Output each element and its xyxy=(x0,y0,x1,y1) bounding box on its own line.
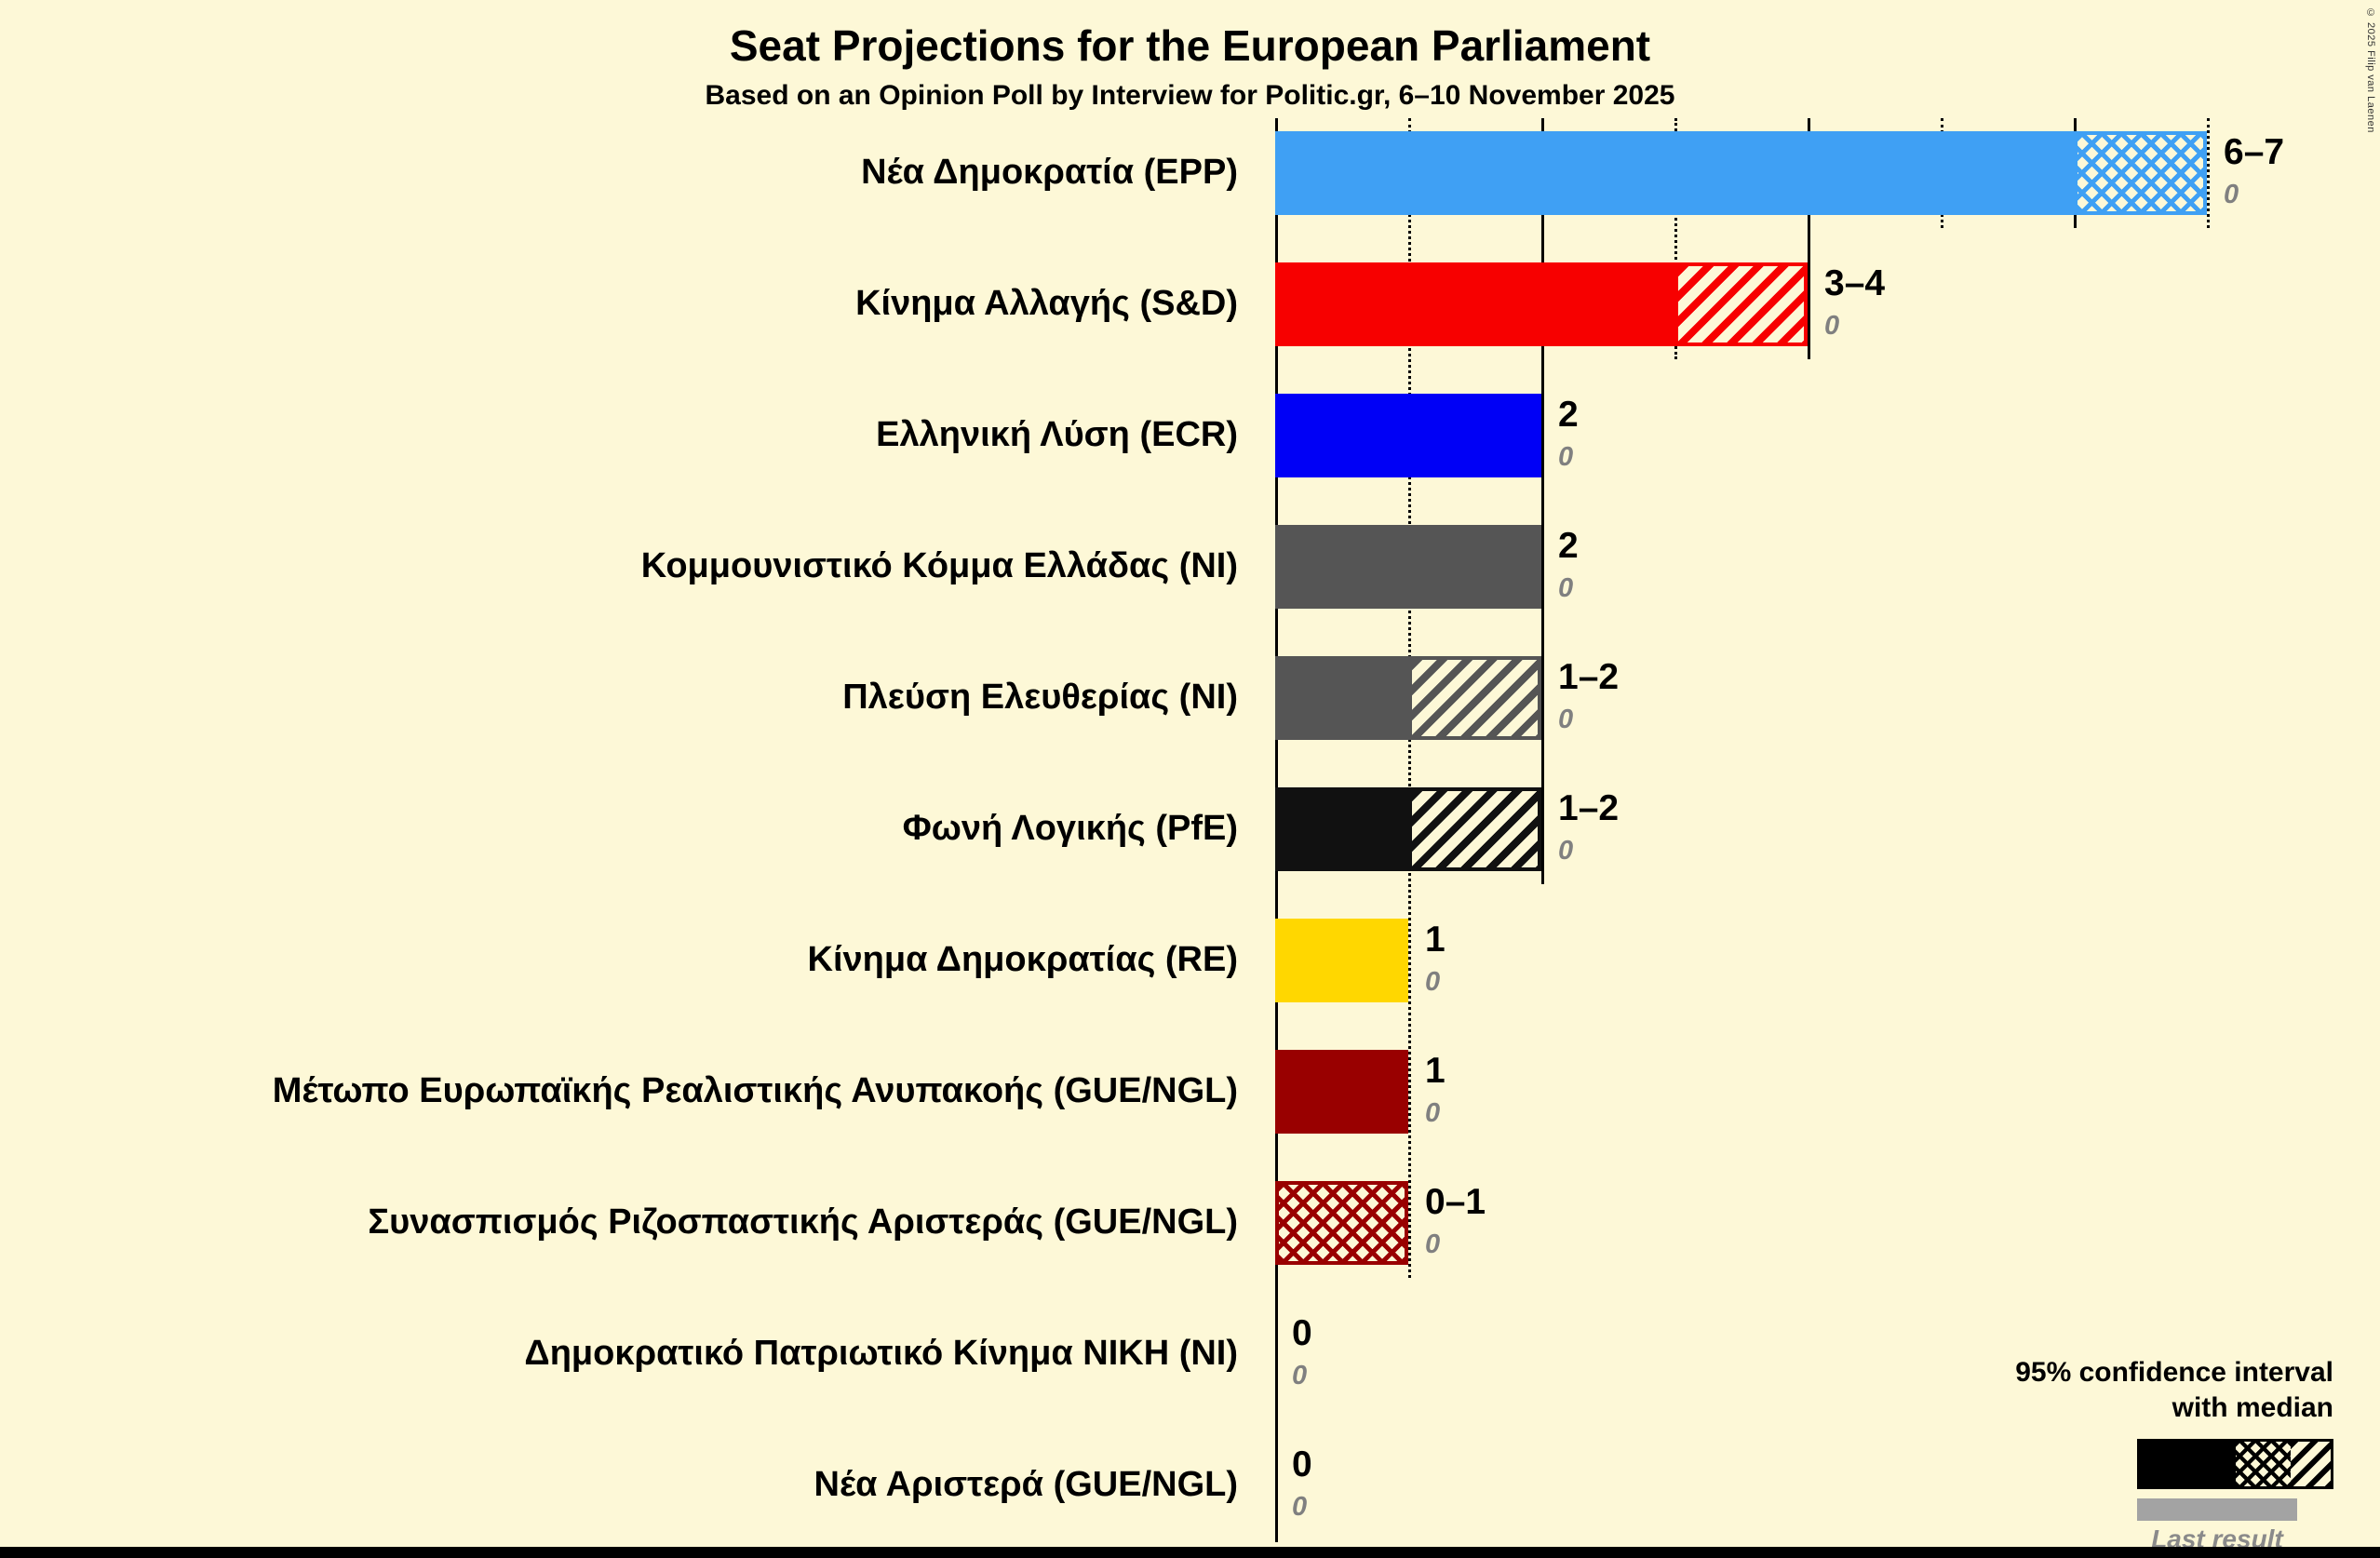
last-result-value: 0 xyxy=(1292,1492,1308,1522)
party-row: Νέα Αριστερά (GUE/NGL) 0 0 xyxy=(0,1444,2380,1558)
gridline-seat-7 xyxy=(2207,118,2210,228)
bar-confidence-hatch xyxy=(1408,656,1541,740)
chart-subtitle: Based on an Opinion Poll by Interview fo… xyxy=(705,80,1675,111)
bar-median-solid xyxy=(1275,656,1408,740)
ci-value-label: 2 xyxy=(1558,395,1579,435)
party-row: Κίνημα Αλλαγής (S&D) 3–4 0 xyxy=(0,262,2380,394)
gridline-seat-3 xyxy=(1674,118,1677,359)
last-result-value: 0 xyxy=(1824,311,1840,341)
legend-solid-segment xyxy=(2140,1442,2236,1486)
bar-median-solid xyxy=(1275,394,1541,477)
bar-median-solid xyxy=(1275,525,1541,609)
ci-value-label: 0 xyxy=(1292,1444,1312,1484)
bar-confidence-hatch xyxy=(1275,1181,1408,1265)
party-row: Κομμουνιστικό Κόμμα Ελλάδας (NI) 2 0 xyxy=(0,525,2380,656)
party-label: Νέα Δημοκρατία (EPP) xyxy=(861,153,1238,192)
legend-median-label: with median xyxy=(2172,1392,2333,1423)
party-row: Πλεύση Ελευθερίας (NI) 1–2 0 xyxy=(0,656,2380,787)
party-row: Κίνημα Δημοκρατίας (RE) 1 0 xyxy=(0,919,2380,1050)
last-result-value: 0 xyxy=(1425,1229,1441,1259)
party-row: Μέτωπο Ευρωπαϊκής Ρεαλιστικής Ανυπακοής … xyxy=(0,1050,2380,1181)
legend-ci-label: 95% confidence interval xyxy=(2015,1357,2333,1388)
party-label: Κομμουνιστικό Κόμμα Ελλάδας (NI) xyxy=(640,546,1238,585)
party-label: Νέα Αριστερά (GUE/NGL) xyxy=(814,1465,1238,1504)
last-result-value: 0 xyxy=(1558,573,1574,603)
party-row: Ελληνική Λύση (ECR) 2 0 xyxy=(0,394,2380,525)
ci-value-label: 2 xyxy=(1558,526,1579,566)
party-row: Δημοκρατικό Πατριωτικό Κίνημα ΝΙΚΗ (NI) 0… xyxy=(0,1312,2380,1444)
ci-value-label: 1–2 xyxy=(1558,788,1620,828)
gridline-seat-4 xyxy=(1808,118,1810,359)
ci-value-label: 6–7 xyxy=(2224,132,2285,172)
party-label: Κίνημα Δημοκρατίας (RE) xyxy=(807,940,1238,979)
chart-title: Seat Projections for the European Parlia… xyxy=(729,21,1651,70)
bar-confidence-hatch xyxy=(1674,262,1808,346)
party-row: Νέα Δημοκρατία (EPP) 6–7 0 xyxy=(0,131,2380,262)
ci-value-label: 0–1 xyxy=(1425,1182,1486,1222)
last-result-value: 0 xyxy=(1558,836,1574,866)
ci-value-label: 1 xyxy=(1425,1051,1445,1091)
last-result-value: 0 xyxy=(1425,1098,1441,1128)
ci-value-label: 0 xyxy=(1292,1313,1312,1353)
bar-median-solid xyxy=(1275,787,1408,871)
legend-diagonal-hatch-segment xyxy=(2290,1442,2331,1486)
legend-crosshatch-segment xyxy=(2235,1442,2291,1486)
bar-median-solid xyxy=(1275,1050,1408,1134)
legend-ci-sample-bar xyxy=(2137,1439,2333,1489)
bar-median-solid xyxy=(1275,919,1408,1002)
party-label: Φωνή Λογικής (PfE) xyxy=(902,809,1238,848)
ci-value-label: 1–2 xyxy=(1558,657,1620,697)
party-label: Συνασπισμός Ριζοσπαστικής Αριστεράς (GUE… xyxy=(368,1202,1238,1242)
last-result-value: 0 xyxy=(1558,442,1574,472)
bar-confidence-hatch xyxy=(1408,787,1541,871)
last-result-value: 0 xyxy=(1558,705,1574,734)
ci-value-label: 1 xyxy=(1425,920,1445,960)
copyright-notice: © 2025 Filip van Laenen xyxy=(2365,7,2376,133)
bar-median-solid xyxy=(1275,262,1674,346)
last-result-value: 0 xyxy=(1425,967,1441,997)
bar-median-solid xyxy=(1275,131,2074,215)
party-row: Φωνή Λογικής (PfE) 1–2 0 xyxy=(0,787,2380,919)
ci-value-label: 3–4 xyxy=(1824,263,1886,303)
party-label: Μέτωπο Ευρωπαϊκής Ρεαλιστικής Ανυπακοής … xyxy=(272,1071,1238,1110)
bar-confidence-hatch xyxy=(2074,131,2207,215)
gridline-seat-2 xyxy=(1541,118,1544,884)
party-row: Συνασπισμός Ριζοσπαστικής Αριστεράς (GUE… xyxy=(0,1181,2380,1312)
party-label: Πλεύση Ελευθερίας (NI) xyxy=(842,678,1238,717)
legend-last-result-bar xyxy=(2137,1498,2297,1521)
last-result-value: 0 xyxy=(2224,180,2239,209)
party-label: Κίνημα Αλλαγής (S&D) xyxy=(855,284,1238,323)
party-label: Ελληνική Λύση (ECR) xyxy=(876,415,1238,454)
last-result-value: 0 xyxy=(1292,1361,1308,1390)
bottom-border-strip xyxy=(0,1547,2380,1558)
party-label: Δημοκρατικό Πατριωτικό Κίνημα ΝΙΚΗ (NI) xyxy=(524,1334,1238,1373)
